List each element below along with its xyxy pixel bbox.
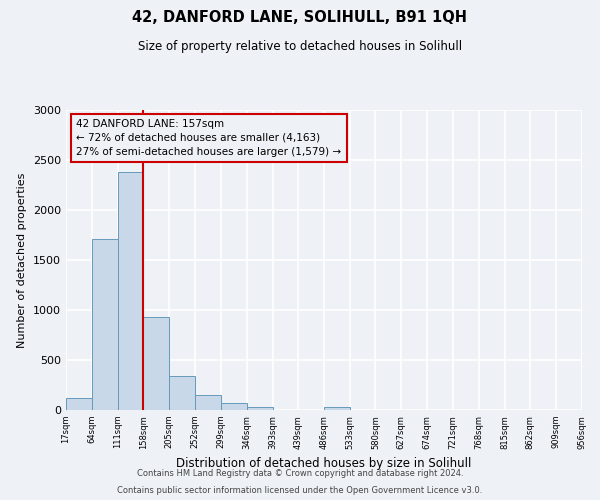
Text: Contains HM Land Registry data © Crown copyright and database right 2024.: Contains HM Land Registry data © Crown c… bbox=[137, 468, 463, 477]
Text: 42 DANFORD LANE: 157sqm
← 72% of detached houses are smaller (4,163)
27% of semi: 42 DANFORD LANE: 157sqm ← 72% of detache… bbox=[76, 119, 341, 157]
Text: Contains public sector information licensed under the Open Government Licence v3: Contains public sector information licen… bbox=[118, 486, 482, 495]
Y-axis label: Number of detached properties: Number of detached properties bbox=[17, 172, 28, 348]
Bar bbox=[221, 402, 247, 410]
Bar bbox=[195, 394, 221, 410]
X-axis label: Distribution of detached houses by size in Solihull: Distribution of detached houses by size … bbox=[176, 457, 472, 470]
Bar bbox=[66, 398, 92, 410]
Bar bbox=[143, 317, 169, 410]
Text: 42, DANFORD LANE, SOLIHULL, B91 1QH: 42, DANFORD LANE, SOLIHULL, B91 1QH bbox=[133, 10, 467, 25]
Bar bbox=[324, 407, 350, 410]
Bar bbox=[92, 239, 118, 410]
Bar bbox=[169, 376, 195, 410]
Bar bbox=[118, 172, 143, 410]
Text: Size of property relative to detached houses in Solihull: Size of property relative to detached ho… bbox=[138, 40, 462, 53]
Bar bbox=[247, 407, 272, 410]
